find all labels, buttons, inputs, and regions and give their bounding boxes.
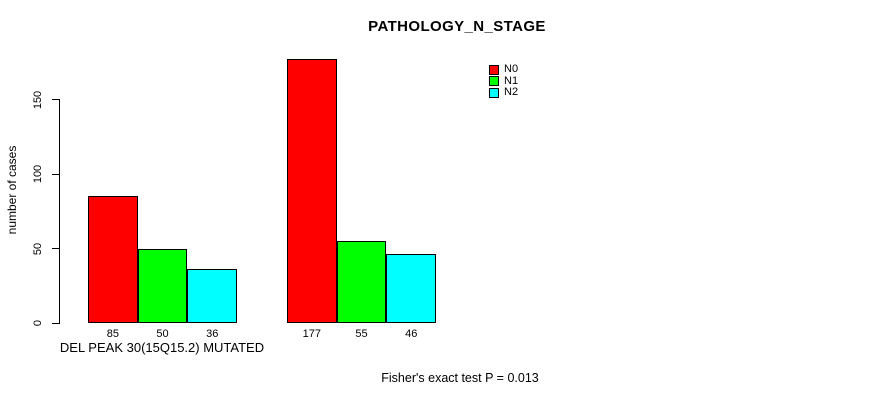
x-category-label: DEL PEAK 30(15Q15.2) MUTATED (59, 340, 265, 355)
legend-item-N0: N0 (489, 64, 518, 76)
bar-value-label: 50 (156, 328, 169, 340)
legend-label: N1 (504, 74, 519, 87)
legend-item-N2: N2 (489, 87, 518, 99)
bar-N2-group1 (187, 269, 238, 323)
y-tick-label: 100 (32, 164, 44, 184)
legend-label: N0 (504, 63, 519, 76)
fisher-test-annotation: Fisher's exact test P = 0.013 (381, 371, 539, 385)
chart-title: PATHOLOGY_N_STAGE (368, 18, 546, 35)
y-tick (52, 99, 59, 100)
bar-value-label: 177 (302, 328, 322, 340)
y-tick (52, 322, 59, 324)
y-tick-label: 50 (32, 242, 44, 255)
bar-N2-group2 (386, 254, 437, 323)
y-tick (52, 248, 59, 249)
y-tick (52, 173, 59, 175)
bar-value-label: 55 (355, 328, 368, 340)
legend: N0 N1 N2 (489, 64, 518, 99)
y-tick-label: 0 (32, 319, 44, 327)
bar-N1-group1 (137, 248, 188, 323)
legend-swatch-icon (489, 64, 499, 75)
bar-value-label: 85 (106, 328, 119, 340)
bar-value-label: 36 (206, 328, 219, 340)
bar-N0-group1 (88, 196, 138, 323)
y-tick-label: 150 (32, 90, 44, 109)
legend-swatch-icon (489, 76, 499, 87)
y-axis-line (59, 99, 60, 324)
bar-N0-group2 (287, 59, 337, 323)
legend-item-N1: N1 (489, 74, 519, 88)
bar-N1-group2 (336, 241, 387, 323)
bar-value-label: 46 (405, 328, 418, 340)
y-axis-title: number of cases (5, 145, 19, 235)
legend-label: N2 (504, 86, 519, 99)
legend-swatch-icon (489, 87, 499, 98)
